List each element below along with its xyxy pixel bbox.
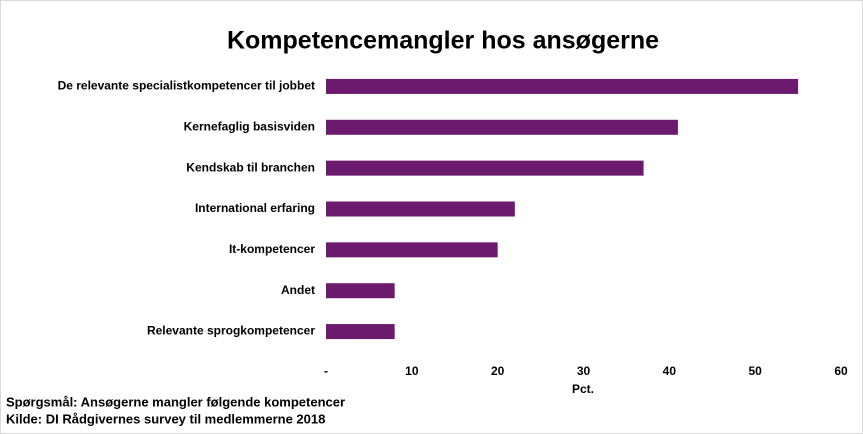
- x-tick-label: 10: [405, 364, 419, 378]
- x-tick-label: 60: [834, 364, 848, 378]
- x-tick-label: 20: [491, 364, 505, 378]
- bar: [326, 201, 515, 217]
- bar: [326, 78, 799, 94]
- y-tick-label: Andet: [281, 283, 315, 297]
- x-tick-label: 40: [663, 364, 677, 378]
- y-tick-label: Relevante sprogkompetencer: [147, 324, 315, 338]
- bar: [326, 160, 644, 176]
- y-tick-label: De relevante specialistkompetencer til j…: [58, 79, 315, 93]
- y-tick-label: International erfaring: [195, 201, 315, 215]
- y-tick-label: Kendskab til branchen: [186, 160, 315, 174]
- x-tick-label: -: [324, 364, 328, 378]
- x-tick-label: 50: [748, 364, 762, 378]
- footnote: Spørgsmål: Ansøgerne mangler følgende ko…: [6, 394, 345, 409]
- chart-title: Kompetencemangler hos ansøgerne: [227, 27, 659, 55]
- y-tick-label: It-kompetencer: [229, 242, 315, 256]
- footnote: Kilde: DI Rådgivernes survey til medlemm…: [6, 411, 325, 426]
- bar: [326, 324, 395, 340]
- bar: [326, 119, 678, 135]
- x-tick-label: 30: [577, 364, 591, 378]
- y-tick-label: Kernefaglig basisviden: [184, 119, 315, 133]
- x-axis-label: Pct.: [572, 382, 594, 396]
- bar: [326, 283, 395, 299]
- bar: [326, 242, 498, 258]
